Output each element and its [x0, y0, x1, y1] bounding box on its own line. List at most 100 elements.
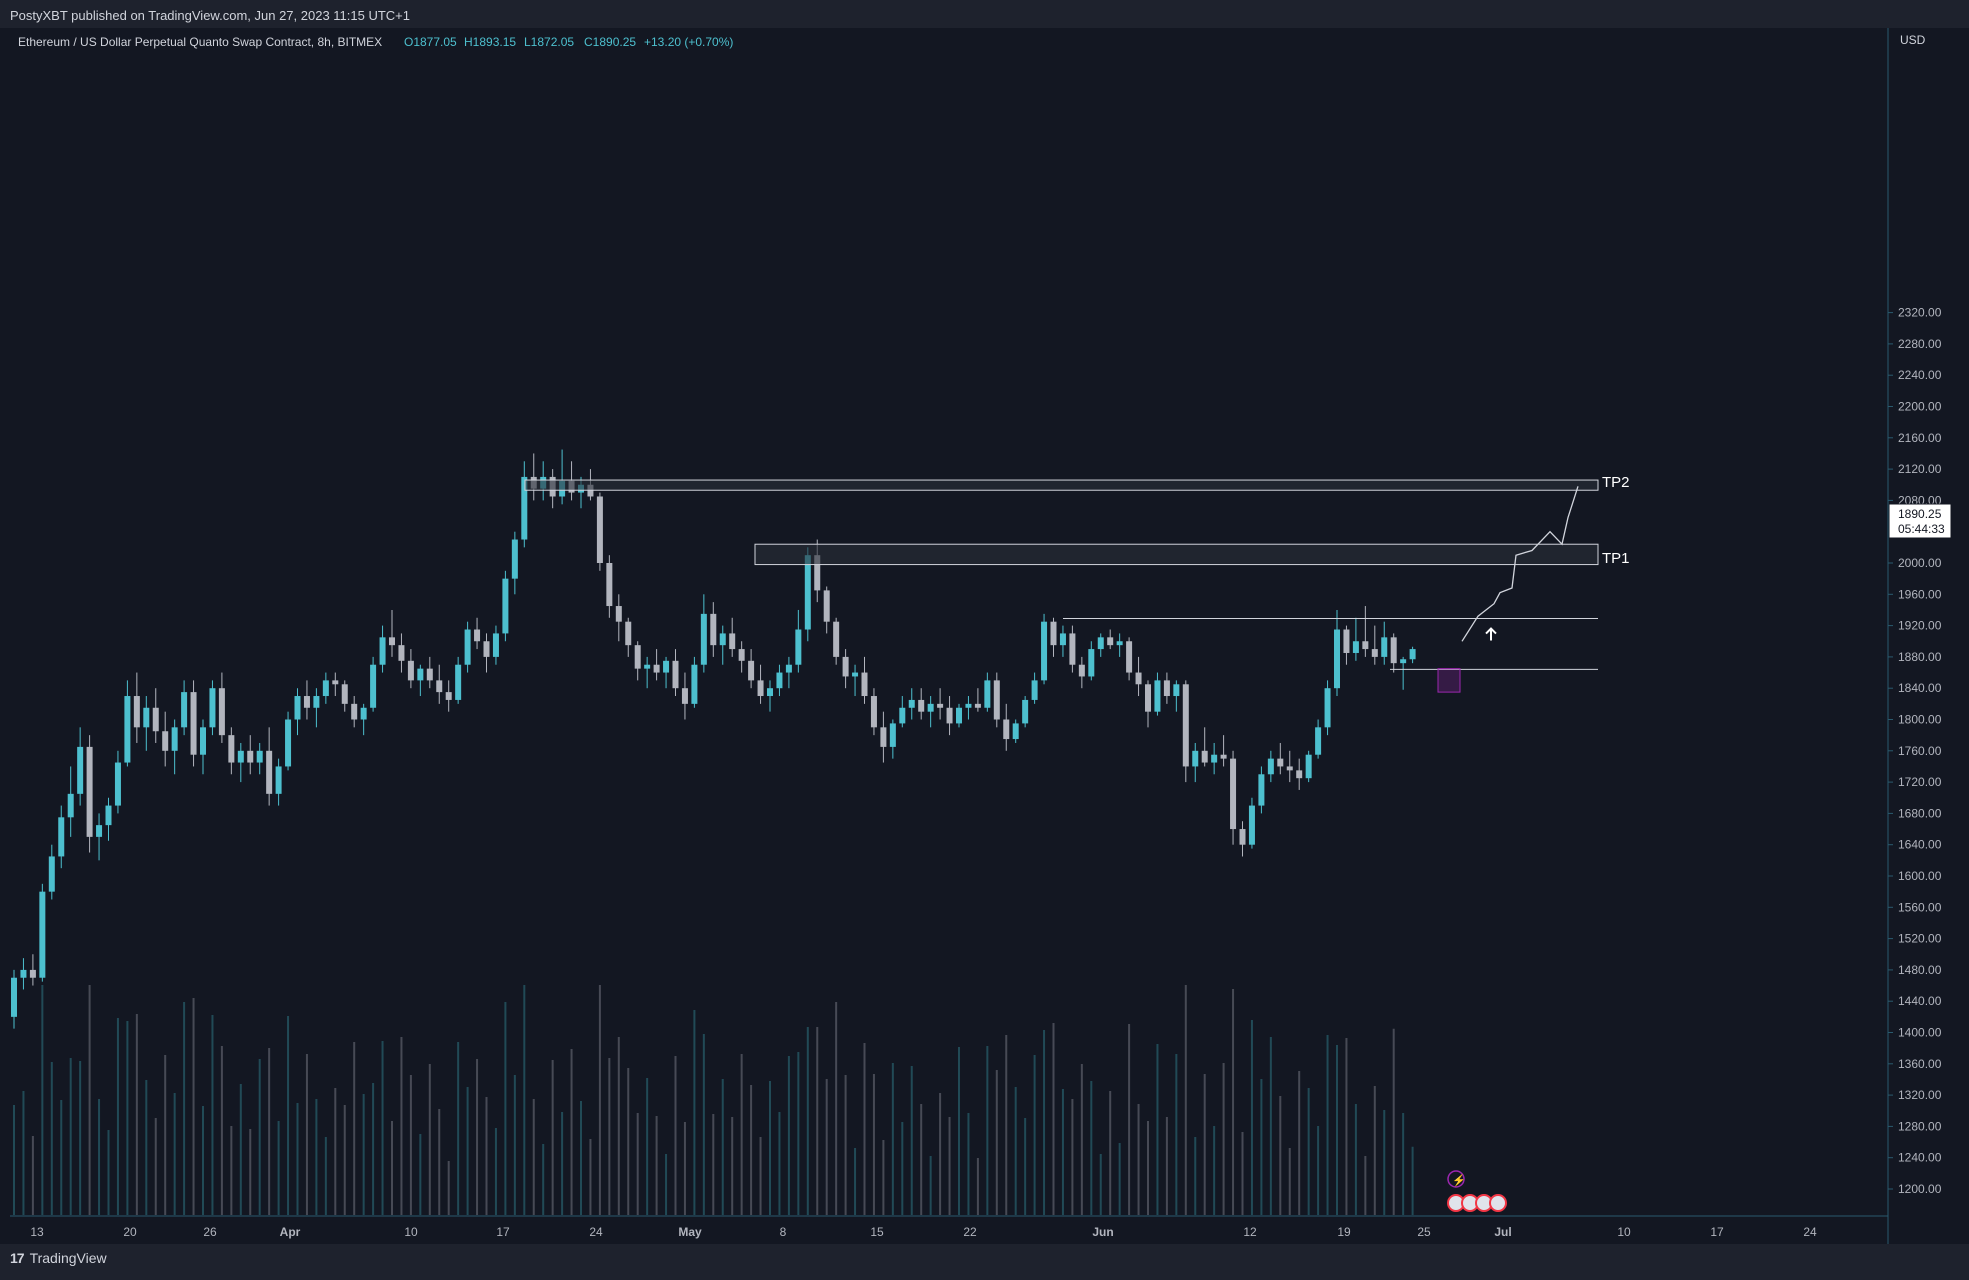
x-tick-label: 24 [589, 1225, 603, 1239]
candle-body [1211, 754, 1218, 763]
entry-box [1437, 668, 1461, 693]
x-tick-label: 25 [1417, 1225, 1431, 1239]
tradingview-brand[interactable]: 17 TradingView [10, 1250, 107, 1266]
zone-box[interactable] [524, 479, 1599, 491]
flash-icon-glyph: ⚡ [1452, 1174, 1466, 1187]
candle-body [1258, 774, 1265, 806]
candle-body [417, 668, 424, 681]
candle-body [58, 817, 65, 857]
y-tick-label: 1840.00 [1898, 681, 1942, 695]
candle-body [1267, 758, 1274, 775]
candle-body [171, 727, 178, 751]
candle-body [1163, 680, 1170, 697]
flash-icon[interactable] [1447, 1170, 1465, 1188]
candle-body [1003, 719, 1010, 740]
candle-body [445, 692, 452, 700]
y-tick-label: 1440.00 [1898, 994, 1942, 1008]
candle-body [1296, 770, 1303, 779]
x-tick-label: 10 [1617, 1225, 1631, 1239]
candle-body [11, 977, 17, 1017]
y-tick-label: 1800.00 [1898, 713, 1942, 727]
candle-body [389, 637, 395, 646]
candle-body [738, 649, 745, 661]
candle-body [266, 750, 273, 794]
candle-body [814, 555, 821, 591]
zone-box[interactable] [754, 543, 1599, 566]
candle-body [833, 621, 840, 657]
candle-body [1097, 637, 1104, 650]
candle-body [1031, 680, 1038, 700]
tradingview-logo-icon: 17 [10, 1250, 25, 1266]
candle-body [492, 633, 499, 657]
tp2-label: TP2 [1602, 474, 1630, 491]
legend-low: L1872.05 [524, 35, 574, 49]
y-tick-label: 2000.00 [1898, 556, 1942, 570]
candle-body [114, 762, 121, 806]
x-tick-label: 26 [203, 1225, 217, 1239]
candle-body [795, 629, 802, 665]
candle-body [908, 699, 915, 708]
x-tick-label: 22 [963, 1225, 977, 1239]
candle-body [1324, 688, 1331, 728]
candle-body [1126, 641, 1133, 673]
candle-body [634, 645, 641, 669]
price-axis[interactable]: 1200.00 1240.00 1280.00 1320.00 1360.00 1400.… [1888, 306, 1942, 1196]
candle-body [190, 692, 197, 755]
price-label-box [1888, 503, 1952, 539]
candle-body [1220, 754, 1227, 759]
tp1-label: TP1 [1602, 550, 1630, 567]
candle-body [700, 613, 707, 665]
candle-body [785, 664, 792, 673]
candle-body [303, 696, 310, 708]
candle-body [370, 664, 377, 708]
candle-body [398, 645, 405, 661]
candle-body [1371, 649, 1378, 657]
candle-body [748, 660, 755, 681]
candle-body [48, 856, 55, 892]
candle-body [332, 680, 339, 685]
us-flag-icon[interactable] [1489, 1194, 1507, 1212]
candle-body [1286, 766, 1293, 771]
chart-pane [10, 28, 1886, 1216]
y-tick-label: 1240.00 [1898, 1151, 1942, 1165]
legend-close: C1890.25 [584, 35, 636, 49]
candle-body [861, 672, 868, 697]
levels [1063, 618, 1598, 670]
candle-body [1305, 754, 1312, 779]
candle-body [918, 699, 925, 712]
candle-body [322, 680, 329, 697]
candle-body [1201, 750, 1208, 763]
candle-body [757, 680, 764, 697]
y-tick-label: 1720.00 [1898, 775, 1942, 789]
candle-body [719, 633, 726, 646]
candle-body [341, 684, 348, 704]
annotations: TP2 TP1 [1437, 474, 1630, 693]
x-tick-label: Jul [1494, 1225, 1511, 1239]
candle-body [804, 555, 811, 630]
candle-body [691, 664, 698, 704]
x-tick-label: Jun [1092, 1225, 1113, 1239]
candle-body [681, 688, 688, 704]
candle-body [181, 692, 188, 728]
candle-body [880, 727, 887, 747]
legend-symbol[interactable]: Ethereum / US Dollar Perpetual Quanto Sw… [18, 35, 382, 49]
candle-body [1334, 629, 1340, 689]
candle-body [502, 578, 509, 634]
time-axis[interactable]: 13 20 26 Apr 10 17 24 May 8 15 22 Jun 12 19 25 Jul 10 17 2… [30, 1225, 1817, 1239]
volume-bars [13, 985, 1414, 1215]
candle-body [1390, 637, 1397, 664]
candle-body [247, 750, 254, 763]
candle-body [965, 703, 972, 708]
candle-body [1135, 672, 1142, 685]
legend-high: H1893.15 [464, 35, 516, 49]
candle-body [615, 606, 622, 622]
zones [524, 479, 1599, 566]
brand-name: TradingView [29, 1250, 107, 1266]
candle-body [1352, 641, 1359, 653]
candle-body [313, 696, 320, 708]
candle-body [200, 727, 206, 755]
x-tick-label: 17 [1710, 1225, 1724, 1239]
candle-body [426, 668, 433, 681]
candle-body [86, 746, 93, 837]
